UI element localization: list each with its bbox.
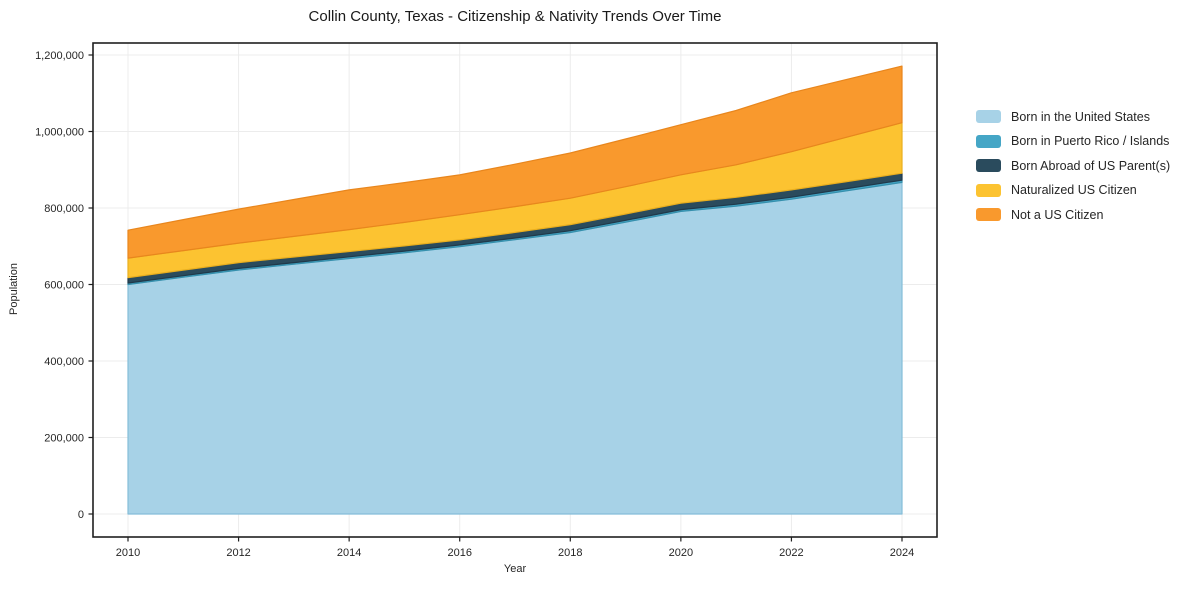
legend-swatch bbox=[976, 183, 1001, 197]
x-tick-label: 2024 bbox=[890, 547, 914, 559]
legend-item-born-abroad-of-us-parent-s: Born Abroad of US Parent(s) bbox=[976, 158, 1171, 173]
y-tick-label: 1,200,000 bbox=[35, 50, 84, 62]
legend-swatch bbox=[976, 208, 1001, 221]
x-tick-label: 2020 bbox=[669, 547, 693, 559]
legend-label: Born Abroad of US Parent(s) bbox=[1011, 158, 1171, 173]
x-tick-label: 2012 bbox=[226, 547, 250, 559]
y-tick-label: 800,000 bbox=[44, 203, 84, 215]
chart-title: Collin County, Texas - Citizenship & Nat… bbox=[308, 8, 722, 25]
x-tick-label: 2014 bbox=[337, 547, 361, 559]
legend-item-born-in-puerto-rico-islands: Born in Puerto Rico / Islands bbox=[976, 134, 1170, 148]
legend-item-born-in-the-united-states: Born in the United States bbox=[976, 109, 1170, 124]
y-tick-label: 600,000 bbox=[44, 279, 84, 291]
x-tick-label: 2010 bbox=[116, 547, 140, 559]
x-tick-label: 2018 bbox=[558, 547, 582, 559]
y-tick-label: 400,000 bbox=[44, 356, 84, 368]
legend-swatch bbox=[976, 159, 1001, 172]
legend-label: Not a US Citizen bbox=[1011, 207, 1104, 222]
y-tick-label: 0 bbox=[78, 509, 84, 521]
legend: Born in the United States Born in Puerto … bbox=[976, 110, 1170, 233]
plot-border bbox=[92, 42, 938, 538]
x-axis-label: Year bbox=[503, 563, 527, 575]
area-not-a-us-citizen bbox=[127, 65, 903, 259]
legend-swatch bbox=[976, 110, 1001, 123]
legend-swatch bbox=[976, 134, 1001, 148]
legend-label: Born in Puerto Rico / Islands bbox=[1011, 134, 1170, 148]
legend-item-naturalized-us-citizen: Naturalized US Citizen bbox=[976, 183, 1170, 197]
x-tick-label: 2022 bbox=[779, 547, 803, 559]
y-tick-label: 200,000 bbox=[44, 432, 84, 444]
legend-label: Naturalized US Citizen bbox=[1011, 183, 1137, 197]
legend-item-not-a-us-citizen: Not a US Citizen bbox=[976, 207, 1170, 222]
y-tick-label: 1,000,000 bbox=[35, 126, 84, 138]
legend-label: Born in the United States bbox=[1011, 109, 1150, 124]
x-tick-label: 2016 bbox=[447, 547, 471, 559]
